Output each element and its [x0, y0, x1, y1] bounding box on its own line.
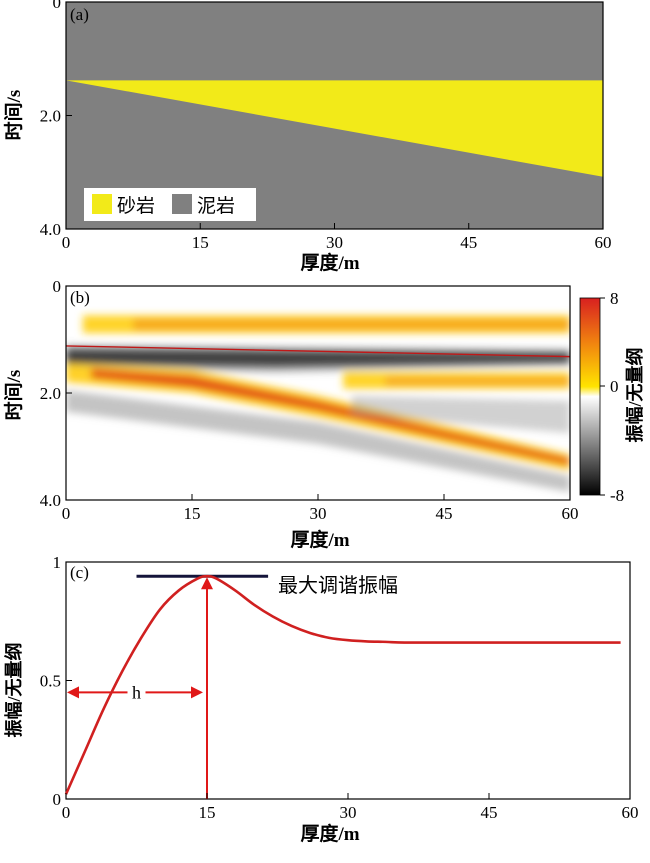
x-tick-label: 15	[199, 803, 216, 822]
panel-c: (c) h 最大调谐振幅 0 15 30 45 60 1 0.5 0 厚度/m 振幅/无量纲	[3, 553, 639, 845]
panel-c-ylabel: 振幅/无量纲	[3, 642, 24, 737]
peak-right-core	[385, 376, 570, 386]
panel-a-ticks: 0 15 30 45 60 0 2.0 4.0	[40, 0, 612, 252]
trough-top-halo	[66, 344, 570, 373]
tuning-thickness-label: h	[132, 682, 141, 702]
x-tick-label: 45	[436, 504, 453, 523]
panel-a-ylabel: 时间/s	[3, 90, 25, 141]
trough-base-event	[66, 390, 570, 492]
series-line-amplitude	[64, 574, 621, 795]
colorbar-tick-label-zero: 0	[610, 377, 619, 396]
x-tick-label: 60	[595, 233, 612, 252]
x-tick-label: 45	[481, 803, 498, 822]
x-tick-label: 15	[192, 233, 209, 252]
trough-right-event	[351, 395, 570, 434]
x-tick-label: 0	[62, 504, 71, 523]
panel-a-label: (a)	[70, 5, 89, 24]
max-tuning-label: 最大调谐振幅	[278, 574, 398, 597]
seismic-events	[66, 315, 570, 492]
panel-c-ticks: 0 15 30 45 60 1 0.5 0	[40, 553, 639, 822]
x-tick-label: 60	[562, 504, 579, 523]
y-tick-label: 2.0	[40, 107, 61, 126]
arrow-head-left	[67, 686, 79, 699]
panel-a-legend: 砂岩 泥岩	[84, 188, 256, 221]
panel-b-ylabel: 时间/s	[3, 370, 25, 421]
panel-b-label: (b)	[70, 288, 90, 307]
x-tick-label: 30	[340, 803, 357, 822]
legend-label-sandstone: 砂岩	[117, 195, 155, 217]
peak-base-event	[66, 363, 570, 471]
panel-b-xlabel: 厚度/m	[290, 528, 349, 551]
colorbar-label: 振幅/无量纲	[624, 347, 645, 442]
legend-swatch-mudstone	[172, 194, 192, 214]
y-tick-label: 0	[53, 0, 62, 12]
peak-base-core	[91, 368, 570, 466]
y-tick-label: 4.0	[40, 220, 61, 239]
panel-b-colorbar: 8 0 -8 振幅/无量纲	[579, 289, 645, 505]
sandstone-wedge	[66, 80, 603, 177]
legend-label-mudstone: 泥岩	[197, 195, 235, 217]
y-tick-label: 1	[53, 553, 62, 572]
x-tick-label: 15	[184, 504, 201, 523]
legend-box	[84, 188, 256, 221]
panel-a: (a) 砂岩 泥岩 0 15 30 45 60 0 2.0 4.0 厚度/m 时间/s	[3, 0, 612, 274]
y-tick-label: 0.5	[40, 672, 61, 691]
panel-b-plot-area	[66, 286, 570, 500]
colorbar-tick-label-max: 8	[610, 289, 619, 308]
arrow-head-up	[201, 577, 213, 590]
panel-a-xlabel: 厚度/m	[300, 251, 359, 274]
peak-upper-core	[133, 319, 570, 330]
h-label-bg	[127, 680, 146, 703]
panel-c-xlabel: 厚度/m	[300, 822, 359, 845]
panel-b: (b) 0 15 30 45 60 0 2.0 4.0 厚度/m 时间/s 8 0 -8 振幅…	[3, 277, 645, 551]
x-tick-label: 0	[62, 803, 71, 822]
x-tick-label: 30	[326, 233, 343, 252]
arrow-head-right	[191, 686, 203, 699]
x-tick-label: 0	[62, 233, 71, 252]
colorbar-tick-label-min: -8	[610, 486, 624, 505]
x-tick-label: 30	[310, 504, 327, 523]
panel-c-frame	[65, 561, 631, 800]
x-tick-label: 60	[622, 803, 639, 822]
legend-swatch-sandstone	[92, 194, 112, 214]
top-reflector-line	[66, 345, 570, 358]
colorbar-gradient	[579, 297, 601, 496]
y-tick-label: 0	[53, 790, 62, 809]
panel-c-label: (c)	[70, 563, 89, 582]
y-tick-label: 4.0	[40, 491, 61, 510]
panel-b-ticks: 0 15 30 45 60 0 2.0 4.0	[40, 277, 579, 523]
y-tick-label: 2.0	[40, 384, 61, 403]
y-tick-label: 0	[53, 277, 62, 296]
x-tick-label: 45	[460, 233, 477, 252]
